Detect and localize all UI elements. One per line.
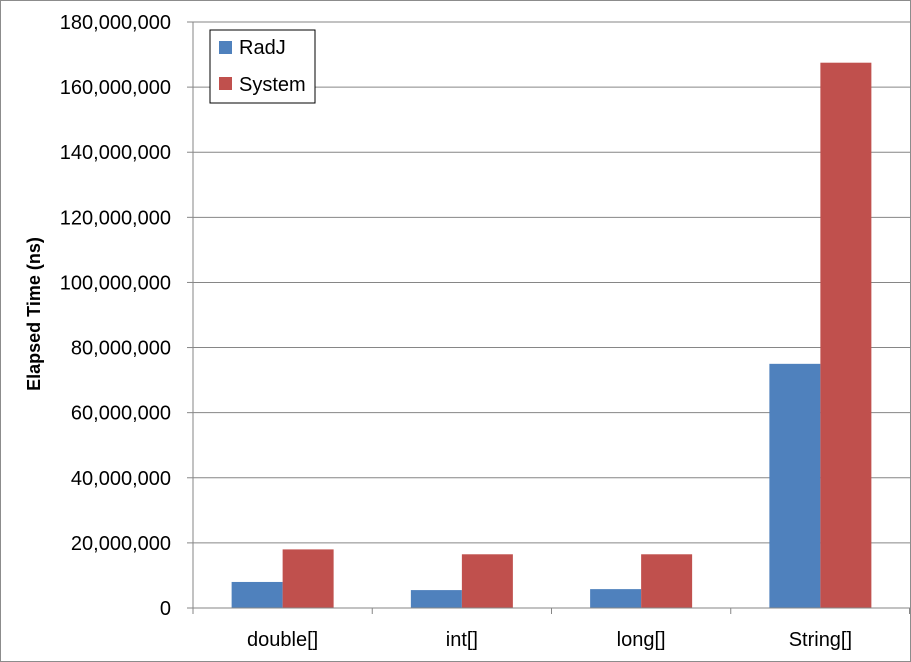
y-tick-label: 80,000,000 [71,338,171,360]
bars [231,62,872,608]
legend-label-radj: RadJ [239,37,286,59]
y-tick-label: 160,000,000 [60,77,171,99]
x-tick-labels: double[] int[] long[] String[] [247,629,852,651]
y-tick-label: 180,000,000 [60,12,171,34]
legend-label-system: System [239,74,306,96]
x-tick-label: double[] [247,629,318,651]
y-tick-label: 100,000,000 [60,272,171,294]
y-tick-label: 20,000,000 [71,533,171,555]
gridlines [193,21,910,544]
bar-radj [231,581,283,608]
bar-radj [410,590,462,608]
bar-system [641,554,693,608]
y-tick-label: 120,000,000 [60,207,171,229]
bar-system [461,554,513,608]
x-tick-label: String[] [789,629,852,651]
bar-system [820,62,872,608]
y-tick-labels: 0 20,000,000 40,000,000 60,000,000 80,000,00… [60,12,171,620]
legend-swatch-system [219,77,232,90]
y-tick-label: 140,000,000 [60,142,171,164]
bar-system [282,549,334,608]
legend-swatch-radj [219,41,232,54]
x-tick-label: long[] [617,629,666,651]
y-tick-label: 60,000,000 [71,403,171,425]
x-tick-label: int[] [446,629,478,651]
legend: RadJ System [209,29,316,104]
bar-radj [769,363,821,608]
y-tick-label: 40,000,000 [71,468,171,490]
bar-radj [590,589,642,608]
y-axis-title: Elapsed Time (ns) [24,237,44,391]
y-tick-label: 0 [160,598,171,620]
axes [187,21,910,614]
